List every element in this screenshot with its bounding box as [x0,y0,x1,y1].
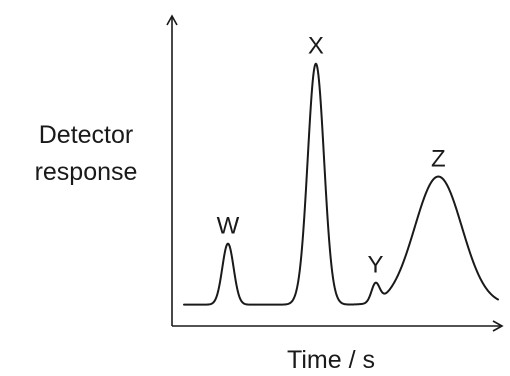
y-axis-label-line-1: Detector [39,121,133,149]
peak-label-x: X [308,33,324,60]
x-axis-label: Time / s [287,346,375,374]
y-axis-label-line-2: response [35,158,138,186]
detector-trace [183,62,499,306]
peak-label-y: Y [367,252,383,279]
peak-label-z: Z [431,146,446,173]
peak-label-w: W [217,213,240,240]
